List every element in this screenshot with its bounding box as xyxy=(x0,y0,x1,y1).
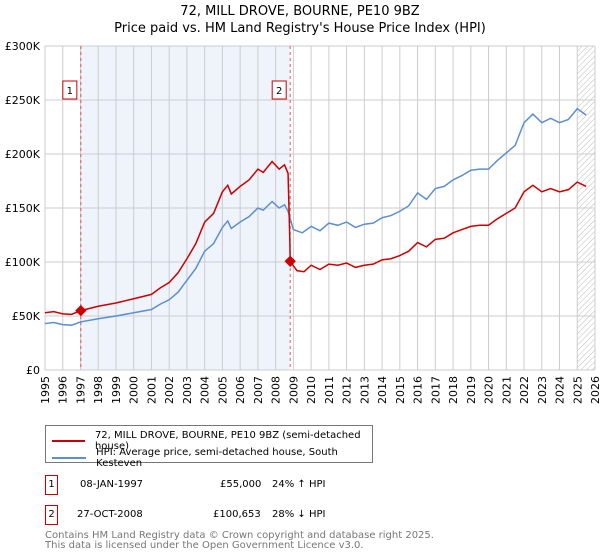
sale-point xyxy=(284,255,296,267)
x-tick-label: 2020 xyxy=(483,376,496,404)
y-tick-label: £100K xyxy=(5,256,41,269)
x-tick-label: 1999 xyxy=(110,376,123,404)
legend-item-hpi: HPI: Average price, semi-detached house,… xyxy=(52,447,372,469)
transaction-number: 1 xyxy=(45,475,58,495)
sale-label-box xyxy=(271,80,287,100)
footer-line: Contains HM Land Registry data © Crown c… xyxy=(45,530,434,541)
footer: Contains HM Land Registry data © Crown c… xyxy=(45,531,434,551)
x-tick-label: 2000 xyxy=(128,376,141,404)
x-tick-label: 2025 xyxy=(571,376,584,404)
x-tick-label: 2011 xyxy=(323,376,336,404)
transaction-row: 1 08-JAN-1997 £55,000 24% ↑ HPI xyxy=(45,475,445,495)
x-tick-label: 2006 xyxy=(234,376,247,404)
x-tick-label: 2015 xyxy=(394,376,407,404)
sale-label-box xyxy=(62,80,78,100)
price-chart: 1995 1996 1997 1998 1999 2000 2001 2002 2003 2004… xyxy=(5,40,600,404)
transaction-hpi: 28% ↓ HPI xyxy=(272,509,326,520)
sale-label: 2 xyxy=(276,86,282,97)
x-tick-label: 2021 xyxy=(500,376,513,404)
hpi-line xyxy=(44,107,587,326)
x-tick-label: 1997 xyxy=(74,376,87,404)
legend-label: 72, MILL DROVE, BOURNE, PE10 9BZ (semi-d… xyxy=(94,430,361,452)
x-tick-label: 2016 xyxy=(412,376,425,404)
x-tick-label: 1998 xyxy=(92,376,105,404)
x-tick-label: 2013 xyxy=(358,376,371,404)
footer-line: This data is licensed under the Open Gov… xyxy=(45,540,364,551)
x-tick-label: 2003 xyxy=(181,376,194,404)
x-tick-label: 2018 xyxy=(447,376,460,404)
x-tick-label: 2007 xyxy=(252,376,265,404)
y-tick-label: £250K xyxy=(5,94,41,107)
transaction-hpi: 24% ↑ HPI xyxy=(272,479,326,490)
legend-label: HPI: Average price, semi-detached house,… xyxy=(96,447,338,469)
x-tick-label: 2022 xyxy=(518,376,531,404)
x-tick-label: 2004 xyxy=(199,376,212,404)
transaction-date: 08-JAN-1997 xyxy=(80,479,144,490)
x-tick-label: 2005 xyxy=(216,376,229,404)
x-tick-label: 2019 xyxy=(465,376,478,404)
x-tick-label: 2001 xyxy=(145,376,158,404)
x-tick-label: 1995 xyxy=(39,376,52,404)
y-tick-label: £200K xyxy=(5,148,41,161)
transaction-price: £100,653 xyxy=(213,509,261,520)
sale-label: 1 xyxy=(67,86,73,97)
y-tick-label: £0 xyxy=(26,364,40,377)
y-tick-label: £50K xyxy=(12,310,41,323)
transaction-date: 27-OCT-2008 xyxy=(77,509,143,520)
x-tick-label: 1996 xyxy=(57,376,70,404)
chart-title: 72, MILL DROVE, BOURNE, PE10 9BZ xyxy=(180,4,420,19)
y-tick-label: £300K xyxy=(5,40,41,53)
transaction-row: 2 27-OCT-2008 £100,653 28% ↓ HPI xyxy=(45,505,445,525)
legend-item-property: 72, MILL DROVE, BOURNE, PE10 9BZ (semi-d… xyxy=(52,430,372,452)
x-tick-label: 2012 xyxy=(341,376,354,404)
x-tick-label: 2002 xyxy=(163,376,176,404)
x-tick-label: 2010 xyxy=(305,376,318,404)
x-tick-label: 2024 xyxy=(554,376,567,404)
x-tick-label: 2009 xyxy=(287,376,300,404)
x-tick-label: 2017 xyxy=(429,376,442,404)
transaction-price: £55,000 xyxy=(220,479,262,490)
y-tick-label: £150K xyxy=(5,202,41,215)
transaction-number: 2 xyxy=(45,505,58,525)
x-tick-label: 2026 xyxy=(589,376,600,404)
property-price-line xyxy=(44,160,587,316)
legend: 72, MILL DROVE, BOURNE, PE10 9BZ (semi-d… xyxy=(45,425,373,469)
x-tick-label: 2014 xyxy=(376,376,389,404)
x-tick-label: 2008 xyxy=(270,376,283,404)
x-tick-label: 2023 xyxy=(536,376,549,404)
chart-subtitle: Price paid vs. HM Land Registry's House … xyxy=(114,21,486,36)
